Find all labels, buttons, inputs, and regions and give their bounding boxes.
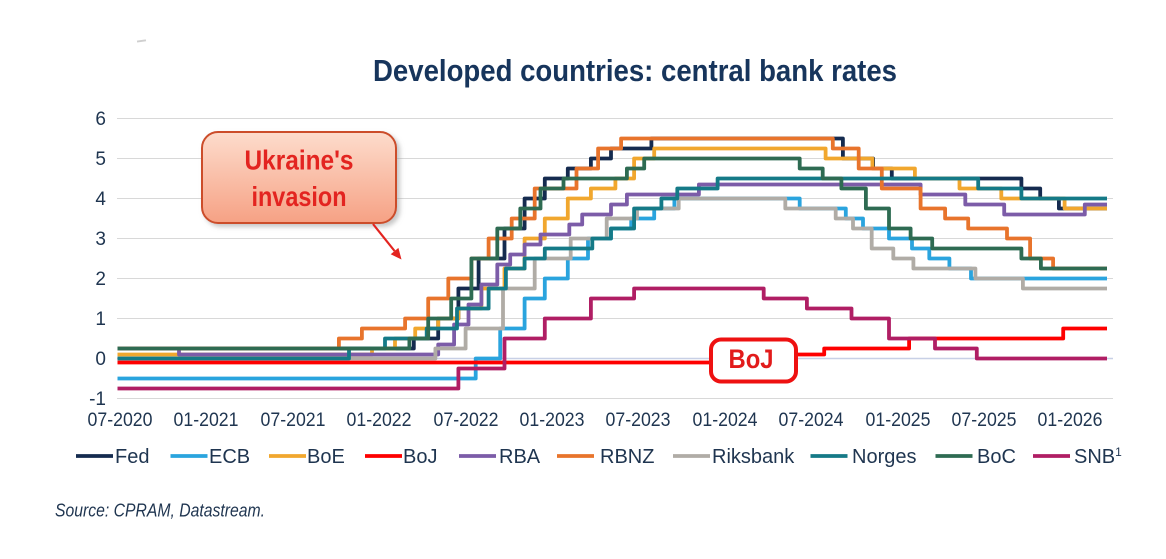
svg-text:Developed countries: central b: Developed countries: central bank rates: [373, 53, 897, 88]
svg-text:01-2021: 01-2021: [174, 410, 239, 431]
svg-text:-1: -1: [89, 389, 106, 410]
svg-text:01-2023: 01-2023: [520, 410, 585, 431]
svg-text:BoJ: BoJ: [403, 446, 437, 468]
svg-text:BoC: BoC: [977, 446, 1016, 468]
svg-text:Norges: Norges: [852, 446, 916, 468]
svg-text:01-2025: 01-2025: [866, 410, 931, 431]
svg-text:Source: CPRAM, Datastream.: Source: CPRAM, Datastream.: [55, 501, 265, 521]
svg-text:5: 5: [95, 149, 106, 170]
svg-text:3: 3: [95, 229, 106, 250]
svg-text:RBNZ: RBNZ: [600, 446, 654, 468]
svg-text:invasion: invasion: [252, 181, 347, 212]
svg-text:RBA: RBA: [499, 446, 541, 468]
svg-text:4: 4: [95, 189, 106, 210]
svg-text:ECB: ECB: [209, 446, 250, 468]
svg-text:07-2022: 07-2022: [434, 410, 499, 431]
svg-text:BoJ: BoJ: [729, 344, 774, 374]
svg-text:07-2024: 07-2024: [779, 410, 844, 431]
svg-text:SNB1: SNB1: [1074, 445, 1122, 468]
svg-text:Ukraine's: Ukraine's: [245, 145, 354, 176]
svg-text:07-2025: 07-2025: [952, 410, 1017, 431]
svg-text:6: 6: [95, 109, 106, 130]
svg-text:BoE: BoE: [307, 446, 345, 468]
svg-text:0: 0: [95, 349, 106, 370]
svg-text:1: 1: [95, 309, 106, 330]
svg-text:Fed: Fed: [115, 446, 149, 468]
svg-text:07-2020: 07-2020: [88, 410, 153, 431]
svg-text:07-2021: 07-2021: [261, 410, 326, 431]
svg-text:01-2026: 01-2026: [1038, 410, 1103, 431]
svg-text:01-2024: 01-2024: [693, 410, 758, 431]
svg-text:Riksbank: Riksbank: [712, 446, 795, 468]
svg-text:07-2023: 07-2023: [606, 410, 671, 431]
svg-text:01-2022: 01-2022: [347, 410, 412, 431]
svg-text:2: 2: [95, 269, 106, 290]
